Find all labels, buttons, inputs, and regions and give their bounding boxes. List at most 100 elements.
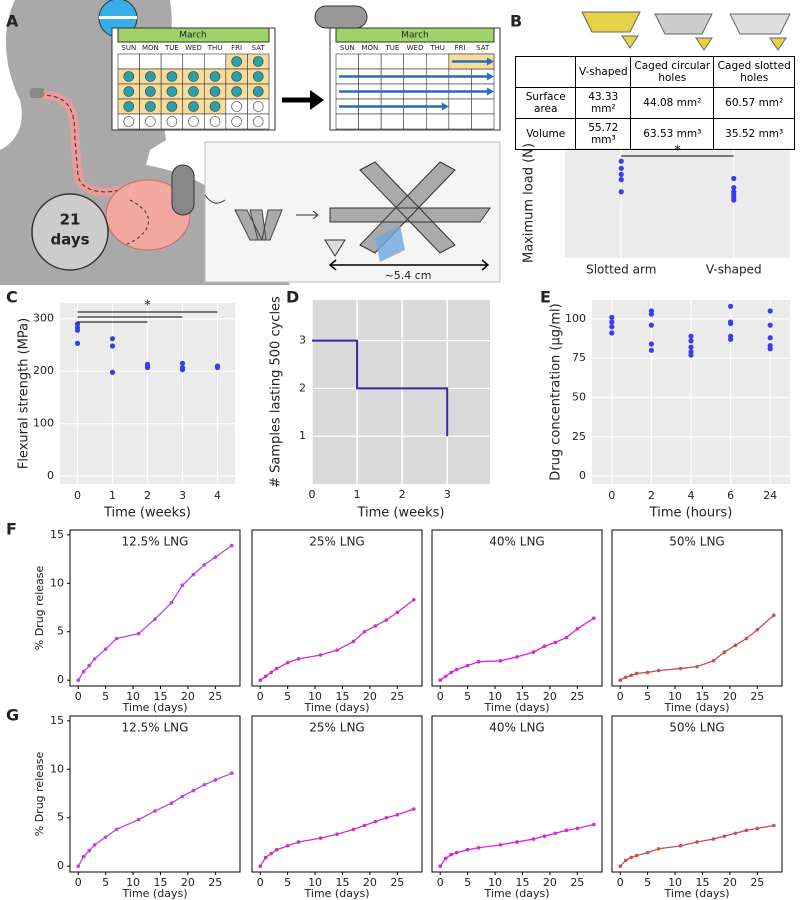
calendar-cell [335, 113, 359, 130]
data-point [109, 343, 116, 349]
pill-dot [166, 101, 178, 112]
x-tick-label: 20 [723, 876, 737, 889]
plot-frame [251, 529, 423, 687]
data-point [733, 831, 738, 836]
x-tick-label: 0 [75, 690, 82, 703]
data-point [136, 817, 141, 822]
data-point [767, 308, 773, 314]
prism-sketches [581, 11, 791, 51]
data-point [629, 855, 633, 860]
data-point [476, 845, 481, 850]
y-tick-label: 25 [572, 430, 586, 443]
data-line [439, 617, 595, 681]
data-point [449, 670, 453, 675]
pill-dot [209, 71, 221, 82]
data-line [619, 614, 775, 681]
x-tick-label: 2 [648, 489, 655, 502]
data-point [274, 847, 279, 852]
data-point [542, 644, 547, 649]
x-tick-label: 2 [144, 489, 151, 502]
y-tick-label: 1 [299, 429, 306, 442]
data-point [476, 659, 481, 664]
calendar-grid: SUN MON TUE WED THU FRI SAT [117, 44, 270, 130]
data-point [688, 333, 694, 339]
calendar-cell [358, 113, 382, 130]
data-point [767, 322, 773, 328]
x-tick-label: 20 [543, 876, 557, 889]
x-tick-label: 10 [126, 876, 140, 889]
y-tick-label: 10 [50, 762, 64, 775]
calendar-cell [160, 53, 184, 70]
data-point [153, 809, 157, 813]
x-tick-label: 0 [257, 876, 264, 889]
calendar-cell [403, 113, 427, 130]
y-tick-label: 5 [57, 625, 64, 638]
data-point [623, 858, 628, 863]
y-axis-title: % Drug release [33, 566, 46, 651]
weekday: SUN [340, 44, 355, 52]
data-point [76, 678, 81, 682]
data-point [92, 657, 97, 661]
pill-dot [188, 116, 199, 127]
prism [729, 13, 791, 35]
chart-title: 40% LNG [489, 535, 544, 549]
data-point [648, 341, 655, 347]
data-point [449, 852, 453, 857]
duration-badge [31, 193, 109, 271]
data-point [263, 674, 268, 679]
data-point [373, 624, 378, 628]
prism [769, 37, 787, 51]
data-point [688, 352, 694, 358]
data-point [688, 338, 694, 344]
pill-dot [252, 71, 264, 82]
data-point [454, 667, 459, 672]
x-axis-title: Time (hours) [649, 506, 733, 521]
data-point [695, 664, 699, 669]
stomach [105, 179, 191, 251]
data-point [728, 320, 734, 327]
calendar-cell [117, 53, 140, 70]
x-tick-label: 15 [515, 690, 529, 703]
chart-title: 25% LNG [309, 535, 364, 549]
dose-arrow-head [487, 57, 494, 66]
data-point [515, 840, 519, 844]
weekday: SAT [476, 44, 490, 52]
x-tick-label: 0 [75, 876, 82, 889]
table-cell: 44.08 mm² [630, 87, 715, 119]
x-tick-label: 25 [390, 690, 404, 703]
calendar-cell [139, 53, 162, 70]
data-point [169, 801, 174, 806]
data-point [755, 628, 760, 632]
table-cell: 35.52 mm³ [713, 118, 795, 150]
data-point [153, 617, 157, 621]
chart-title: 50% LNG [669, 721, 724, 735]
x-tick-label: 20 [543, 690, 557, 703]
y-axis-title: Drug concentration (μg/ml) [549, 303, 564, 480]
pill-dot [231, 116, 242, 127]
data-point [728, 336, 734, 342]
plot-frame [251, 715, 423, 873]
data-point [180, 583, 185, 588]
calendar-cell [203, 53, 227, 70]
x-tick-label: Slotted arm [586, 263, 656, 277]
pill-mouth [30, 88, 44, 98]
x-tick-label: 4 [688, 489, 695, 502]
calendar-cell [403, 53, 427, 70]
x-tick-label: 2 [399, 488, 406, 501]
data-point [591, 616, 596, 620]
x-tick-label: 1 [109, 489, 116, 502]
data-point [269, 851, 273, 856]
table-corner [514, 56, 577, 88]
data-point [531, 837, 536, 841]
calendar-cell [380, 53, 405, 70]
plot-background [312, 300, 490, 484]
data-point [169, 600, 174, 605]
data-point [443, 856, 448, 861]
chart-title: 25% LNG [309, 721, 364, 735]
x-tick-label: 10 [126, 690, 140, 703]
y-tick-label: 0 [57, 673, 64, 686]
data-point [645, 850, 650, 855]
data-point [711, 837, 716, 841]
y-tick-label: 15 [50, 528, 64, 541]
data-point [733, 643, 738, 648]
